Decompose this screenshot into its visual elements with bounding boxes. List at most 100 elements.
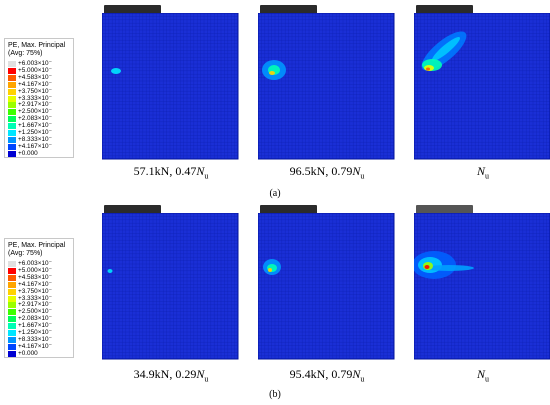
- fem-contour-b3: [414, 213, 550, 360]
- fem-mesh-grid: [258, 213, 394, 359]
- legend-swatch: [8, 323, 16, 330]
- legend-entry: +4.583×10⁻: [8, 273, 70, 281]
- legend-value: +1.250×10⁻: [18, 129, 52, 136]
- legend-value: +4.583×10⁻: [18, 273, 52, 281]
- legend-swatch: [8, 274, 16, 281]
- legend-swatch: [8, 116, 16, 123]
- strain-concentration: [424, 265, 474, 271]
- legend-swatch: [8, 102, 16, 109]
- legend-value: +2.917×10⁻: [18, 301, 52, 309]
- legend-swatch: [8, 309, 16, 316]
- legend-value: +6.003×10⁻: [18, 260, 52, 267]
- strain-concentration: [431, 37, 461, 61]
- loading-plate: [104, 5, 161, 15]
- panel-caption: Nu: [476, 367, 489, 384]
- legend-value: +2.917×10⁻: [18, 101, 52, 109]
- legend-value: +2.500×10⁻: [18, 308, 52, 316]
- legend: PE, Max. Principal (Avg: 75%) +6.003×10⁻ +5…: [4, 238, 74, 358]
- legend-swatch: [8, 150, 16, 157]
- legend-swatch: [8, 316, 16, 323]
- fem-contour-a2: [258, 13, 395, 160]
- legend-swatch: [8, 302, 16, 309]
- legend-entry: +5.000×10⁻: [8, 66, 70, 74]
- legend-swatch: [8, 136, 16, 143]
- legend-entry: +6.003×10⁻: [8, 260, 70, 267]
- legend-swatch: [8, 288, 16, 295]
- panel-caption: 95.4kN, 0.79Nu: [289, 367, 365, 384]
- legend-swatch: [8, 143, 16, 150]
- legend-entry: +3.333×10⁻: [8, 295, 70, 302]
- legend-entry: +4.167×10⁻: [8, 280, 70, 288]
- legend-entry: +2.500×10⁻: [8, 108, 70, 116]
- legend-swatch: [8, 336, 16, 343]
- fem-contour-b1: [102, 213, 239, 360]
- legend-swatch: [8, 130, 16, 136]
- legend-entry: +1.250×10⁻: [8, 129, 70, 136]
- legend-entry: +3.750×10⁻: [8, 87, 70, 95]
- legend-entry: +2.917×10⁻: [8, 101, 70, 109]
- legend-entry: +4.167×10⁻: [8, 342, 70, 350]
- loading-plate: [260, 5, 317, 15]
- legend-entry: +2.083×10⁻: [8, 315, 70, 323]
- legend-value: +2.500×10⁻: [18, 108, 52, 116]
- legend-entry: +2.917×10⁻: [8, 301, 70, 309]
- legend-swatch: [8, 267, 16, 274]
- legend-value: +4.167×10⁻: [18, 342, 52, 350]
- legend-swatch: [8, 88, 16, 95]
- legend-value: +4.583×10⁻: [18, 73, 52, 81]
- fem-contour-a1: [102, 13, 239, 160]
- legend-swatch: [8, 123, 16, 130]
- legend-swatch: [8, 281, 16, 288]
- legend-entry: +6.003×10⁻: [8, 60, 70, 67]
- legend-subtitle: (Avg: 75%): [8, 250, 43, 257]
- legend-entry: +0.000: [8, 350, 70, 357]
- legend-value: +3.750×10⁻: [18, 87, 52, 95]
- legend-entry: +0.000: [8, 150, 70, 157]
- subfigure-label: (b): [269, 389, 281, 400]
- legend-swatch: [8, 343, 16, 350]
- legend-value: +1.250×10⁻: [18, 329, 52, 336]
- loading-plate: [416, 5, 473, 15]
- legend-value: +5.000×10⁻: [18, 66, 52, 74]
- legend-entry: +1.250×10⁻: [8, 329, 70, 336]
- legend-value: +8.333×10⁻: [18, 335, 52, 343]
- panel-caption: 34.9kN, 0.29Nu: [133, 367, 209, 384]
- fem-mesh-grid: [414, 213, 550, 359]
- legend-entry: +8.333×10⁻: [8, 335, 70, 343]
- legend-entry: +2.083×10⁻: [8, 115, 70, 123]
- legend-value: +8.333×10⁻: [18, 135, 52, 143]
- panel-caption: Nu: [476, 164, 489, 181]
- legend-value: +2.083×10⁻: [18, 315, 52, 323]
- legend-value: +6.003×10⁻: [18, 60, 52, 67]
- legend-entry: +4.167×10⁻: [8, 142, 70, 150]
- fem-mesh-grid: [102, 13, 238, 159]
- strain-concentration: [426, 67, 430, 71]
- legend-swatch: [8, 61, 16, 67]
- legend-swatch: [8, 81, 16, 88]
- legend-value: +4.167×10⁻: [18, 142, 52, 150]
- legend-entry: +4.167×10⁻: [8, 80, 70, 88]
- fem-contour-a3: [414, 13, 550, 160]
- legend-value: +1.667×10⁻: [18, 322, 52, 330]
- legend-value: +4.167×10⁻: [18, 280, 52, 288]
- legend-swatch: [8, 295, 16, 302]
- legend-entry: +4.583×10⁻: [8, 73, 70, 81]
- legend-value: +4.167×10⁻: [18, 80, 52, 88]
- strain-concentration: [268, 268, 272, 272]
- legend-entry: +3.333×10⁻: [8, 94, 70, 102]
- legend: PE, Max. Principal (Avg: 75%) +6.003×10⁻ +5…: [4, 38, 74, 158]
- legend-entry: +5.000×10⁻: [8, 266, 70, 274]
- strain-concentration: [111, 68, 121, 74]
- legend-value: +5.000×10⁻: [18, 266, 52, 274]
- legend-value: +1.667×10⁻: [18, 122, 52, 130]
- legend-entry: +8.333×10⁻: [8, 135, 70, 143]
- legend-swatch: [8, 95, 16, 102]
- legend-title: PE, Max. Principal: [8, 242, 66, 249]
- loading-plate: [104, 205, 161, 215]
- panel-caption: 57.1kN, 0.47Nu: [133, 164, 209, 181]
- legend-swatch: [8, 109, 16, 116]
- fem-mesh-grid: [102, 213, 238, 359]
- legend-value: +3.333×10⁻: [18, 94, 52, 102]
- legend-title: PE, Max. Principal: [8, 42, 66, 49]
- panel-caption: 96.5kN, 0.79Nu: [289, 164, 365, 181]
